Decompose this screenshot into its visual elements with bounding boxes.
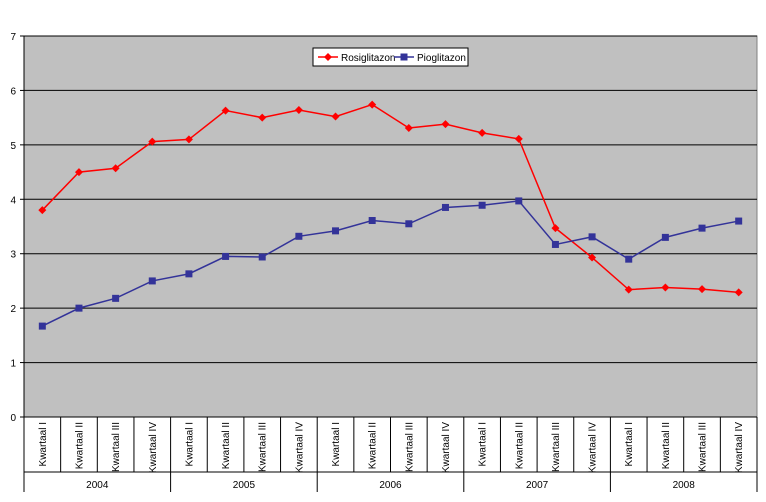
data-point bbox=[588, 253, 597, 262]
legend-label: Rosiglitazon bbox=[341, 53, 395, 64]
data-point bbox=[514, 134, 523, 143]
data-point bbox=[221, 106, 230, 115]
data-point bbox=[148, 137, 157, 146]
y-tick-label: 5 bbox=[10, 141, 16, 152]
x-tick-label: Kwartaal II bbox=[514, 422, 525, 469]
x-group-label: 2004 bbox=[86, 480, 109, 491]
legend-marker bbox=[400, 53, 408, 61]
data-point bbox=[368, 217, 376, 225]
data-point bbox=[551, 224, 560, 233]
plot-area bbox=[23, 35, 758, 418]
data-point bbox=[661, 283, 670, 292]
x-tick-label: Kwartaal I bbox=[38, 422, 49, 466]
data-point bbox=[38, 322, 46, 330]
series-line bbox=[41, 200, 739, 327]
legend: Rosiglitazon Pioglitazon bbox=[312, 47, 469, 67]
legend-item: Rosiglitazon bbox=[318, 53, 395, 64]
data-point bbox=[148, 277, 156, 285]
legend-label: Pioglitazon bbox=[417, 53, 466, 64]
x-group-label: 2007 bbox=[526, 480, 549, 491]
x-tick-label: Kwartaal IV bbox=[294, 422, 305, 473]
data-point bbox=[332, 227, 340, 235]
data-point bbox=[331, 112, 340, 121]
x-tick-label: Kwartaal III bbox=[404, 422, 415, 472]
series-pioglitazon bbox=[38, 197, 743, 330]
data-point bbox=[478, 128, 487, 137]
data-point bbox=[404, 123, 413, 132]
data-point bbox=[294, 106, 303, 115]
gridlines bbox=[24, 35, 757, 418]
data-point bbox=[625, 255, 633, 263]
data-point bbox=[405, 220, 413, 228]
x-tick-label: Kwartaal III bbox=[258, 422, 269, 472]
y-tick-label: 7 bbox=[10, 32, 16, 43]
x-tick-label: Kwartaal III bbox=[551, 422, 562, 472]
x-group-label: 2008 bbox=[673, 480, 696, 491]
x-tick-label: Kwartaal I bbox=[624, 422, 635, 466]
data-point bbox=[624, 285, 633, 294]
legend-box bbox=[312, 47, 469, 67]
x-group-label: 2006 bbox=[379, 480, 402, 491]
legend-item: Pioglitazon bbox=[394, 53, 466, 64]
x-tick-label: Kwartaal II bbox=[221, 422, 232, 469]
data-point bbox=[441, 120, 450, 129]
y-tick-label: 1 bbox=[10, 359, 16, 370]
data-point bbox=[295, 232, 303, 240]
data-point bbox=[478, 201, 486, 209]
y-tick-label: 0 bbox=[10, 413, 16, 424]
data-point bbox=[185, 270, 193, 278]
data-point bbox=[112, 294, 120, 302]
y-tick-label: 2 bbox=[10, 304, 16, 315]
x-tick-label: Kwartaal II bbox=[661, 422, 672, 469]
y-axis: 0 1 2 3 4 5 6 7 bbox=[10, 32, 25, 424]
legend-marker bbox=[324, 53, 332, 61]
x-tick-label: Kwartaal IV bbox=[148, 422, 159, 473]
y-tick-label: 4 bbox=[10, 195, 16, 206]
data-point bbox=[735, 217, 743, 225]
data-point bbox=[258, 253, 266, 261]
series-rosiglitazon bbox=[38, 100, 743, 297]
data-point bbox=[734, 288, 743, 297]
data-point bbox=[222, 252, 230, 260]
x-tick-label: Kwartaal I bbox=[478, 422, 489, 466]
data-point bbox=[75, 304, 83, 312]
data-point bbox=[258, 113, 267, 122]
data-point bbox=[368, 100, 377, 109]
data-point bbox=[588, 233, 596, 241]
data-point bbox=[661, 233, 669, 241]
x-tick-label: Kwartaal III bbox=[111, 422, 122, 472]
series-line bbox=[41, 103, 739, 294]
x-tick-label: Kwartaal III bbox=[698, 422, 709, 472]
y-tick-label: 3 bbox=[10, 250, 16, 261]
data-point bbox=[184, 135, 193, 144]
data-point bbox=[698, 285, 707, 294]
x-tick-label: Kwartaal IV bbox=[441, 422, 452, 473]
x-tick-label: Kwartaal I bbox=[184, 422, 195, 466]
series-layer bbox=[38, 100, 743, 330]
x-group-label: 2005 bbox=[233, 480, 256, 491]
data-point bbox=[441, 203, 449, 211]
data-point bbox=[551, 240, 559, 248]
x-tick-label: Kwartaal I bbox=[331, 422, 342, 466]
data-point bbox=[698, 224, 706, 232]
data-point bbox=[38, 206, 47, 215]
data-point bbox=[515, 197, 523, 205]
data-point bbox=[111, 164, 120, 173]
x-tick-label: Kwartaal IV bbox=[734, 422, 745, 473]
data-point bbox=[74, 168, 83, 177]
x-tick-label: Kwartaal IV bbox=[588, 422, 599, 473]
x-tick-label: Kwartaal II bbox=[74, 422, 85, 469]
y-tick-label: 6 bbox=[10, 86, 16, 97]
x-axis: Kwartaal I Kwartaal II Kwartaal III Kwartaa… bbox=[23, 416, 758, 492]
x-tick-label: Kwartaal II bbox=[368, 422, 379, 469]
